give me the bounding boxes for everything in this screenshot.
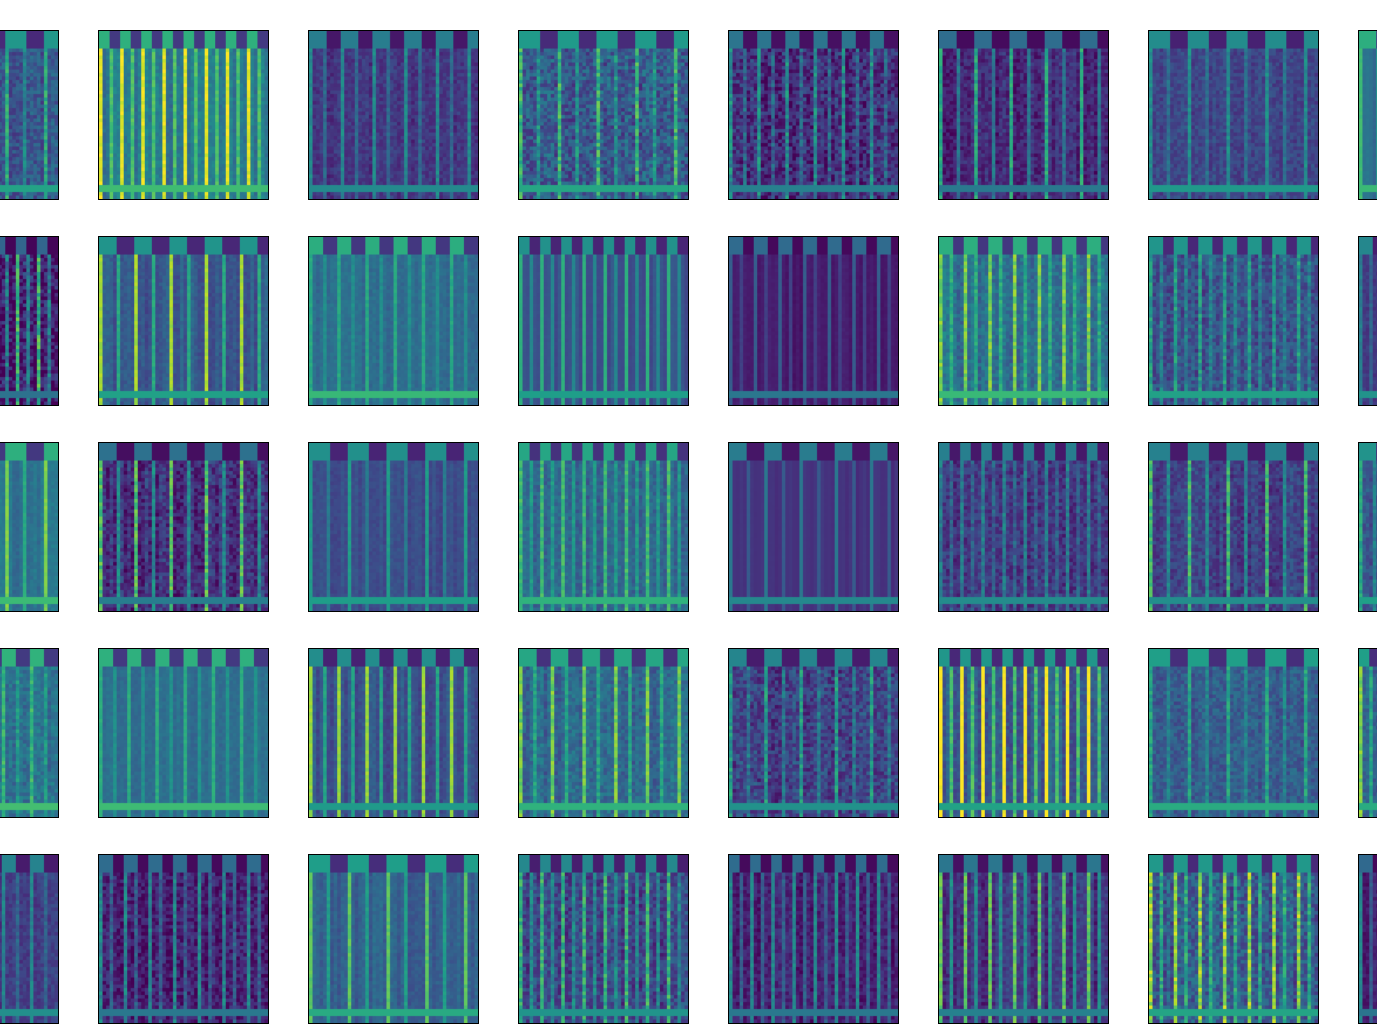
feature-map-tile xyxy=(728,30,899,200)
feature-map-tile xyxy=(1148,30,1319,200)
feature-map-tile xyxy=(938,648,1109,818)
feature-map-tile xyxy=(938,30,1109,200)
feature-map-image xyxy=(729,443,898,611)
feature-map-tile xyxy=(1358,442,1377,612)
feature-map-image xyxy=(729,237,898,405)
feature-map-image xyxy=(99,31,268,199)
feature-map-image xyxy=(309,855,478,1023)
feature-map-image xyxy=(1359,31,1377,199)
feature-map-image xyxy=(519,649,688,817)
feature-map-image xyxy=(939,855,1108,1023)
feature-map-tile xyxy=(518,648,689,818)
feature-map-tile xyxy=(1358,236,1377,406)
feature-map-image xyxy=(1149,237,1318,405)
feature-map-image xyxy=(519,237,688,405)
feature-map-image xyxy=(99,237,268,405)
feature-map-tile xyxy=(308,442,479,612)
feature-map-tile xyxy=(518,236,689,406)
feature-map-image xyxy=(939,649,1108,817)
feature-map-image xyxy=(99,443,268,611)
feature-map-tile xyxy=(98,30,269,200)
feature-map-image xyxy=(0,31,58,199)
feature-map-tile xyxy=(1358,30,1377,200)
feature-map-image xyxy=(939,443,1108,611)
feature-map-tile xyxy=(1148,854,1319,1024)
feature-map-image xyxy=(99,649,268,817)
feature-map-image xyxy=(1149,649,1318,817)
feature-map-image xyxy=(309,31,478,199)
feature-map-image xyxy=(519,31,688,199)
feature-map-tile xyxy=(308,648,479,818)
feature-map-tile xyxy=(1148,648,1319,818)
feature-map-tile xyxy=(308,854,479,1024)
feature-map-tile xyxy=(0,236,59,406)
feature-map-tile xyxy=(938,442,1109,612)
feature-map-image xyxy=(939,31,1108,199)
feature-map-image xyxy=(939,237,1108,405)
feature-map-tile xyxy=(98,236,269,406)
feature-map-image xyxy=(1359,237,1377,405)
feature-map-image xyxy=(729,855,898,1023)
feature-map-tile xyxy=(0,30,59,200)
feature-map-tile xyxy=(0,648,59,818)
feature-map-tile xyxy=(938,854,1109,1024)
feature-map-tile xyxy=(518,30,689,200)
feature-map-image xyxy=(0,443,58,611)
feature-map-tile xyxy=(1358,648,1377,818)
feature-map-tile xyxy=(98,854,269,1024)
feature-map-image xyxy=(1149,855,1318,1023)
feature-map-image xyxy=(0,649,58,817)
feature-map-image xyxy=(1359,855,1377,1023)
feature-map-tile xyxy=(308,236,479,406)
feature-map-image xyxy=(309,443,478,611)
feature-map-tile xyxy=(308,30,479,200)
feature-map-tile xyxy=(1148,236,1319,406)
feature-map-tile xyxy=(518,442,689,612)
feature-map-tile xyxy=(728,648,899,818)
feature-map-image xyxy=(729,31,898,199)
feature-map-tile xyxy=(728,236,899,406)
feature-map-image xyxy=(309,237,478,405)
feature-map-tile xyxy=(0,854,59,1024)
feature-map-tile xyxy=(1148,442,1319,612)
feature-map-tile xyxy=(98,648,269,818)
feature-map-tile xyxy=(98,442,269,612)
feature-map-image xyxy=(729,649,898,817)
feature-map-image xyxy=(0,237,58,405)
feature-map-image xyxy=(519,443,688,611)
feature-map-image xyxy=(1149,31,1318,199)
feature-map-tile xyxy=(728,854,899,1024)
feature-map-image xyxy=(1359,649,1377,817)
feature-map-tile xyxy=(0,442,59,612)
feature-map-image xyxy=(99,855,268,1023)
feature-map-image xyxy=(309,649,478,817)
feature-map-tile xyxy=(938,236,1109,406)
feature-map-tile xyxy=(1358,854,1377,1024)
feature-map-image xyxy=(0,855,58,1023)
feature-map-image xyxy=(1149,443,1318,611)
feature-map-image xyxy=(519,855,688,1023)
feature-map-image xyxy=(1359,443,1377,611)
feature-map-tile xyxy=(728,442,899,612)
feature-map-tile xyxy=(518,854,689,1024)
